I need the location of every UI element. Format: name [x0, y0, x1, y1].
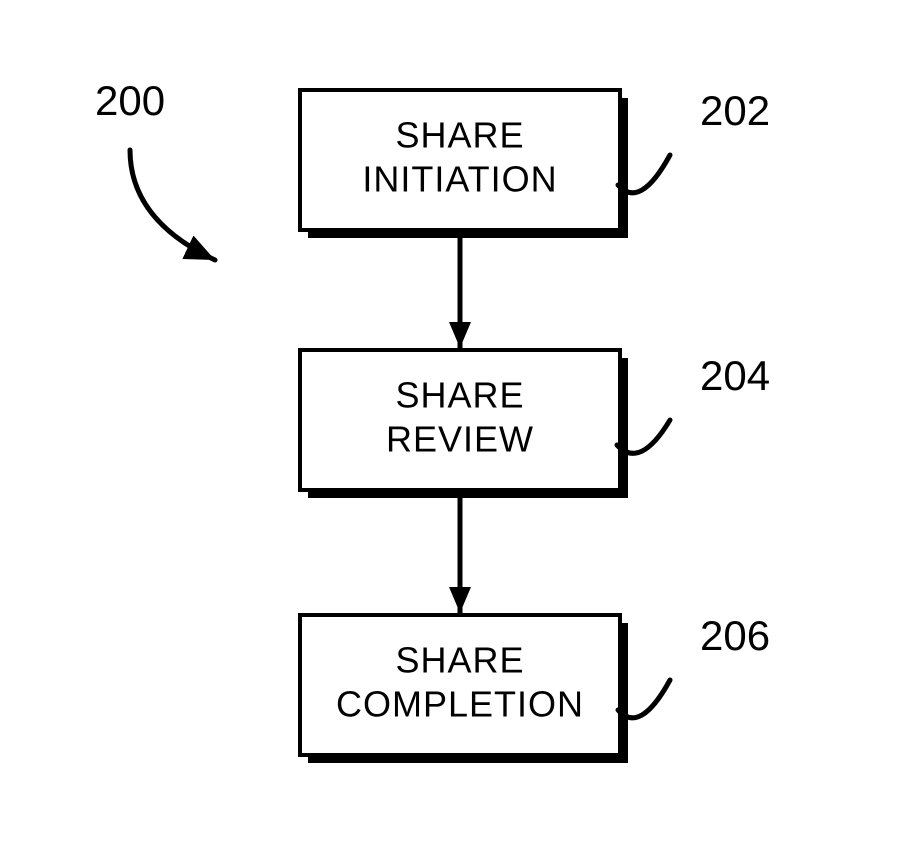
box-label-line1: SHARE: [395, 115, 524, 156]
box-label-line1: SHARE: [395, 640, 524, 681]
box-label-line2: COMPLETION: [336, 684, 584, 725]
diagram-ref-label: 200: [95, 77, 165, 124]
box-label-line2: INITIATION: [362, 159, 557, 200]
box-label-line1: SHARE: [395, 375, 524, 416]
diagram-ref-arrow: [130, 150, 215, 260]
box-label-line2: REVIEW: [386, 419, 534, 460]
ref-label: 204: [700, 352, 770, 399]
ref-label: 206: [700, 612, 770, 659]
ref-label: 202: [700, 87, 770, 134]
